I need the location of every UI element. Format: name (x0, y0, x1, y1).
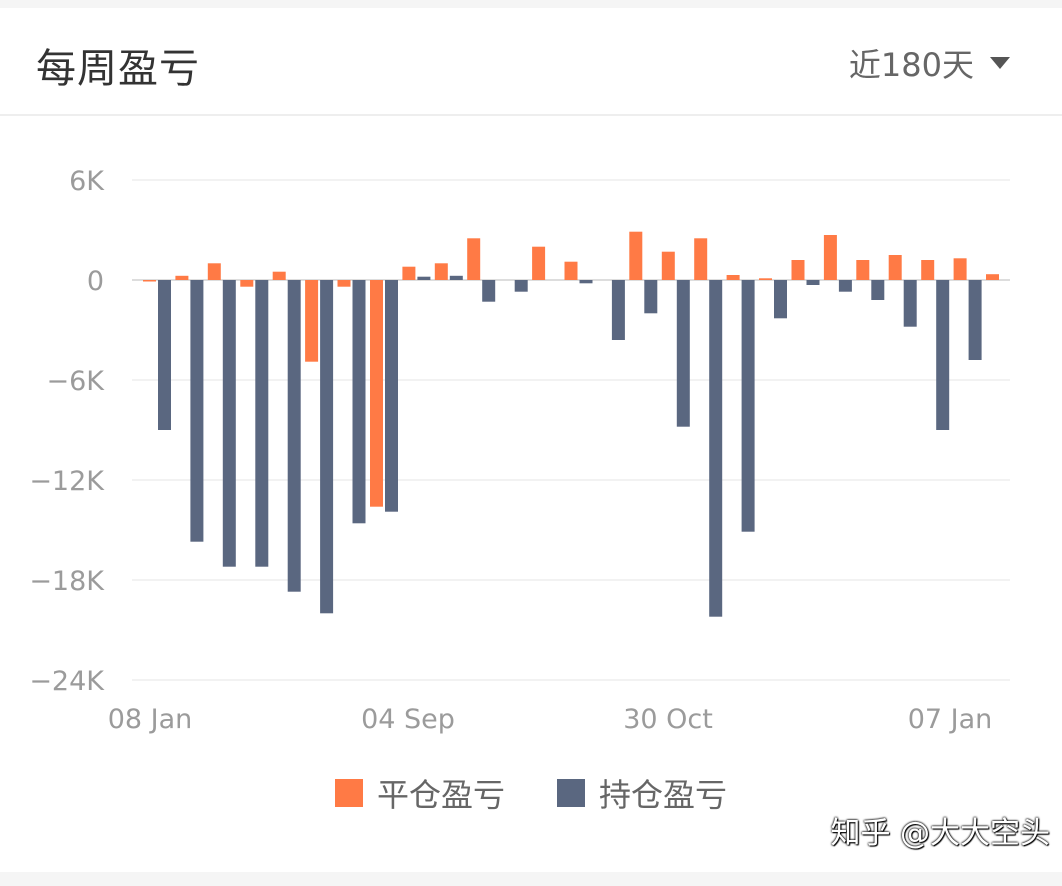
legend-label-closed: 平仓盈亏 (376, 776, 505, 814)
bar-holding-pnl[interactable] (871, 280, 885, 300)
bar-holding-pnl[interactable] (255, 280, 269, 567)
bar-holding-pnl[interactable] (903, 280, 917, 327)
bar-closed-pnl[interactable] (175, 275, 189, 280)
x-tick-label: 30 Oct (623, 704, 713, 735)
bar-closed-pnl[interactable] (661, 251, 675, 280)
bar-holding-pnl[interactable] (611, 280, 625, 340)
card-header: 每周盈亏 近180天 (0, 8, 1062, 116)
bar-holding-pnl[interactable] (417, 276, 431, 280)
bar-closed-pnl[interactable] (305, 280, 319, 362)
bar-closed-pnl[interactable] (337, 280, 351, 287)
bar-closed-pnl[interactable] (629, 231, 643, 280)
legend-item-closed[interactable]: 平仓盈亏 (334, 770, 505, 816)
bar-holding-pnl[interactable] (936, 280, 950, 430)
bar-closed-pnl[interactable] (856, 260, 870, 280)
bar-closed-pnl[interactable] (888, 255, 902, 280)
bar-holding-pnl[interactable] (190, 280, 204, 542)
legend-swatch-closed (334, 779, 363, 807)
bar-holding-pnl[interactable] (644, 280, 658, 314)
bar-closed-pnl[interactable] (791, 260, 805, 280)
bar-closed-pnl[interactable] (759, 278, 772, 280)
bar-holding-pnl[interactable] (514, 280, 528, 292)
bar-holding-pnl[interactable] (838, 280, 852, 292)
y-tick-label: −6K (46, 366, 105, 397)
y-tick-label: 6K (69, 166, 105, 197)
y-tick-label: 0 (87, 266, 104, 297)
legend-swatch-holding (557, 779, 585, 807)
bar-closed-pnl[interactable] (726, 275, 740, 280)
bar-holding-pnl[interactable] (774, 280, 787, 319)
bar-holding-pnl[interactable] (709, 280, 723, 617)
x-axis-ticks: 08 Jan 04 Sep 30 Oct 07 Jan (108, 704, 993, 735)
bar-holding-pnl[interactable] (320, 280, 334, 614)
bar-closed-pnl[interactable] (564, 261, 578, 280)
bar-closed-pnl[interactable] (921, 260, 935, 280)
bar-holding-pnl[interactable] (968, 280, 982, 360)
bar-closed-pnl[interactable] (207, 263, 221, 280)
x-tick-label: 04 Sep (361, 704, 455, 735)
bar-holding-pnl[interactable] (449, 275, 463, 280)
bar-closed-pnl[interactable] (823, 235, 837, 280)
y-tick-label: −24K (29, 666, 105, 697)
bar-holding-pnl[interactable] (352, 280, 366, 524)
bar-holding-pnl[interactable] (482, 280, 496, 302)
legend-item-holding[interactable]: 持仓盈亏 (557, 770, 727, 816)
bar-closed-pnl[interactable] (402, 266, 416, 280)
x-tick-label: 08 Jan (108, 704, 193, 735)
bar-holding-pnl[interactable] (676, 280, 690, 427)
caret-down-icon (990, 57, 1010, 69)
bars (143, 231, 999, 617)
bar-holding-pnl[interactable] (158, 280, 171, 430)
time-range-dropdown[interactable]: 近180天 (849, 40, 1010, 86)
bar-closed-pnl[interactable] (240, 280, 254, 287)
page-title: 每周盈亏 (36, 46, 200, 92)
y-tick-label: −12K (29, 466, 105, 497)
watermark: 知乎 @大大空头 (830, 816, 1050, 851)
bar-closed-pnl[interactable] (986, 274, 999, 280)
bar-closed-pnl[interactable] (434, 263, 448, 280)
time-range-label: 近180天 (848, 46, 974, 84)
y-tick-label: −18K (29, 566, 105, 597)
bar-holding-pnl[interactable] (222, 280, 236, 567)
bar-closed-pnl[interactable] (953, 258, 967, 280)
x-tick-label: 07 Jan (908, 704, 993, 735)
legend-label-holding: 持仓盈亏 (599, 776, 728, 814)
bar-closed-pnl[interactable] (532, 246, 546, 280)
bar-closed-pnl[interactable] (467, 238, 481, 280)
bar-closed-pnl[interactable] (370, 280, 383, 507)
bar-holding-pnl[interactable] (741, 280, 755, 532)
y-axis-ticks: 6K 0 −6K −12K −18K −24K (29, 166, 105, 697)
bar-closed-pnl[interactable] (143, 280, 156, 282)
bar-holding-pnl[interactable] (806, 280, 820, 285)
bar-closed-pnl[interactable] (272, 271, 286, 280)
bar-holding-pnl[interactable] (579, 280, 593, 284)
bar-holding-pnl[interactable] (287, 280, 301, 592)
bar-closed-pnl[interactable] (694, 238, 708, 280)
chart-legend: 平仓盈亏 持仓盈亏 (0, 770, 1062, 816)
weekly-pnl-card: 每周盈亏 近180天 (0, 8, 1062, 872)
bar-holding-pnl[interactable] (385, 280, 398, 512)
weekly-pnl-chart: 6K 0 −6K −12K −18K −24K 08 Jan 04 Sep 30 Oct 07 … (29, 166, 1010, 735)
